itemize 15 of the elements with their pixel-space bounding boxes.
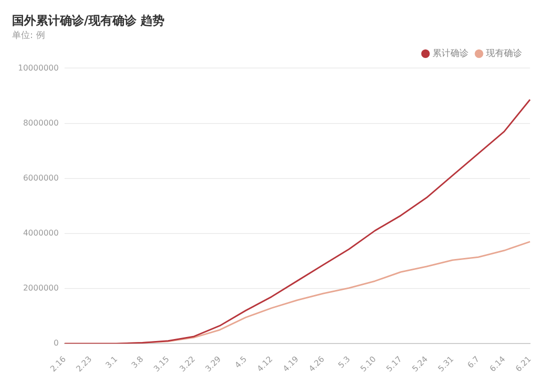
y-tick-label: 2000000 [23,284,59,293]
y-tick-label: 8000000 [23,118,59,128]
chart-subtitle: 单位: 例 [12,30,45,42]
x-tick-label: 6.7 [466,354,482,370]
legend-label: 现有确诊 [486,48,522,60]
x-tick-label: 3.1 [104,354,120,370]
legend-label: 累计确诊 [432,48,468,60]
y-tick-label: 4000000 [23,228,59,238]
y-tick-label: 0 [54,338,59,348]
x-tick-label: 5.3 [336,354,352,370]
chart-title: 国外累计确诊/现有确诊 趋势 [12,13,165,28]
y-tick-label: 10000000 [18,63,59,72]
x-tick-label: 3.8 [130,354,146,370]
y-tick-label: 6000000 [23,173,59,182]
x-tick-label: 4.5 [233,354,249,370]
